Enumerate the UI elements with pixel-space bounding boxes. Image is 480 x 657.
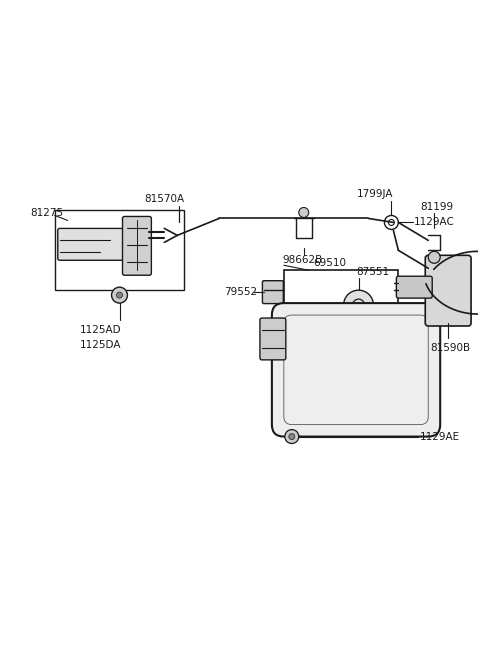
Text: 79552: 79552 <box>224 287 257 297</box>
Text: 81570A: 81570A <box>144 194 184 204</box>
Circle shape <box>285 430 299 443</box>
FancyBboxPatch shape <box>263 281 283 304</box>
FancyBboxPatch shape <box>272 303 440 436</box>
Circle shape <box>299 208 309 217</box>
Text: 1129AE: 1129AE <box>420 432 460 442</box>
Text: 98662B: 98662B <box>283 256 323 265</box>
FancyBboxPatch shape <box>260 318 286 360</box>
Circle shape <box>289 434 295 440</box>
Text: 81199: 81199 <box>420 202 454 212</box>
Circle shape <box>344 290 373 320</box>
Text: 1125DA: 1125DA <box>80 340 121 350</box>
Circle shape <box>384 215 398 229</box>
Bar <box>55 210 184 290</box>
Text: 87551: 87551 <box>357 267 390 277</box>
Text: 1129AC: 1129AC <box>414 217 455 227</box>
FancyBboxPatch shape <box>425 256 471 326</box>
Bar <box>284 270 398 360</box>
Text: 69510: 69510 <box>314 258 347 268</box>
Text: 81590B: 81590B <box>430 343 470 353</box>
Circle shape <box>111 287 128 303</box>
Text: 1799JA: 1799JA <box>357 189 393 198</box>
Text: 81275: 81275 <box>30 208 63 219</box>
FancyBboxPatch shape <box>122 216 151 275</box>
Circle shape <box>117 292 122 298</box>
FancyBboxPatch shape <box>396 276 432 298</box>
Text: 1125AD: 1125AD <box>80 325 121 335</box>
FancyBboxPatch shape <box>58 229 132 260</box>
Circle shape <box>428 252 440 263</box>
